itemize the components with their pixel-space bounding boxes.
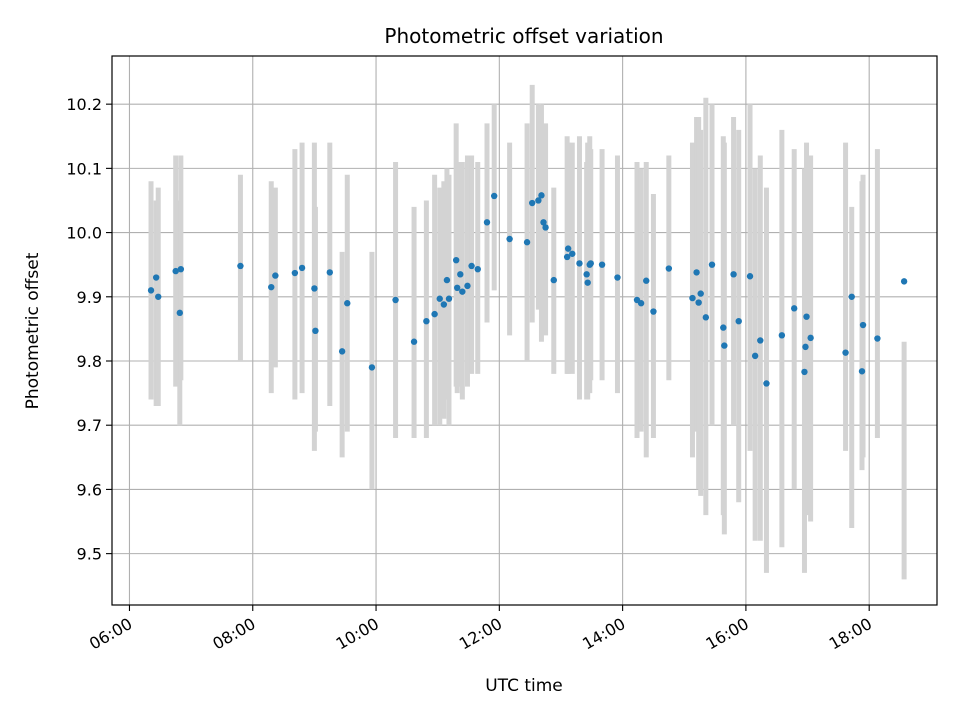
data-point	[272, 272, 279, 279]
data-point	[464, 282, 471, 290]
data-point	[587, 260, 594, 267]
y-tick-label: 10.0	[66, 224, 102, 243]
data-point	[848, 293, 855, 300]
data-point	[569, 250, 576, 257]
data-point	[584, 279, 591, 286]
data-point	[720, 324, 727, 331]
data-point	[790, 305, 798, 312]
chart-title: Photometric offset variation	[384, 24, 663, 48]
data-point	[457, 271, 464, 278]
data-point	[423, 317, 430, 325]
data-point	[291, 269, 299, 277]
data-point	[801, 368, 808, 376]
data-point	[702, 314, 710, 321]
data-point	[436, 295, 443, 302]
data-point	[735, 317, 742, 325]
data-point	[326, 269, 334, 276]
data-point	[708, 261, 716, 268]
data-point	[614, 274, 621, 281]
data-point	[665, 265, 673, 272]
y-axis-label: Photometric offset	[23, 252, 43, 409]
data-point	[697, 290, 704, 297]
data-point	[858, 368, 866, 375]
data-point	[874, 335, 881, 342]
data-point	[802, 343, 809, 351]
data-point	[529, 199, 536, 207]
data-point	[643, 277, 650, 284]
data-point	[454, 284, 461, 291]
data-point	[637, 300, 645, 307]
data-point	[338, 348, 346, 355]
data-point	[535, 197, 542, 204]
y-tick-label: 9.8	[77, 352, 102, 371]
y-tick-label: 9.7	[77, 416, 102, 435]
data-point	[410, 338, 418, 345]
data-point	[268, 283, 275, 291]
data-point	[803, 313, 810, 320]
data-point	[474, 265, 481, 273]
data-point	[695, 299, 702, 306]
y-tick-label: 9.9	[77, 288, 102, 307]
data-points	[147, 192, 908, 387]
data-point	[540, 219, 547, 226]
data-point	[778, 332, 786, 339]
data-point	[483, 219, 491, 226]
y-tick-label: 10.1	[66, 159, 102, 178]
y-tick-label: 9.5	[77, 545, 102, 564]
data-point	[721, 342, 728, 349]
data-point	[523, 239, 531, 246]
data-point	[443, 276, 451, 284]
data-point	[550, 276, 557, 284]
data-point	[859, 321, 867, 329]
data-point	[440, 301, 448, 308]
data-point	[506, 235, 513, 243]
data-point	[431, 310, 438, 318]
data-point	[152, 274, 160, 281]
data-point	[445, 295, 453, 302]
data-point	[900, 278, 908, 285]
data-point	[807, 334, 814, 342]
data-point	[155, 293, 162, 300]
data-point	[311, 285, 318, 292]
data-point	[598, 261, 606, 268]
data-point	[689, 294, 696, 302]
data-point	[563, 253, 571, 261]
data-point	[172, 267, 179, 275]
y-tick-label: 10.2	[66, 95, 102, 114]
grid	[112, 56, 937, 605]
x-axis-label: UTC time	[485, 676, 563, 696]
data-point	[452, 256, 460, 264]
data-point	[459, 288, 466, 295]
data-point	[490, 192, 498, 200]
data-point	[368, 364, 376, 371]
data-point	[147, 287, 155, 294]
y-tick-label: 9.6	[77, 480, 102, 499]
data-point	[312, 327, 319, 335]
data-point	[751, 352, 759, 360]
data-point	[542, 224, 549, 231]
data-point	[177, 265, 185, 273]
data-point	[392, 296, 399, 304]
data-point	[538, 192, 545, 199]
data-point	[842, 349, 849, 356]
plot-frame	[111, 55, 938, 606]
data-point	[176, 309, 184, 317]
data-point	[757, 337, 764, 344]
data-point	[746, 273, 754, 280]
data-point	[763, 380, 770, 387]
data-point	[564, 245, 572, 252]
data-point	[730, 271, 737, 278]
data-point	[298, 264, 306, 272]
data-point	[583, 271, 590, 278]
data-point	[650, 308, 657, 315]
data-point	[344, 300, 351, 307]
data-point	[237, 262, 244, 270]
data-point	[576, 260, 583, 267]
data-point	[693, 269, 700, 276]
data-point	[468, 262, 475, 270]
y-axis-ticks: 9.5 9.6 9.7 9.8 9.9 10.0 10.1 10.2	[66, 95, 112, 564]
